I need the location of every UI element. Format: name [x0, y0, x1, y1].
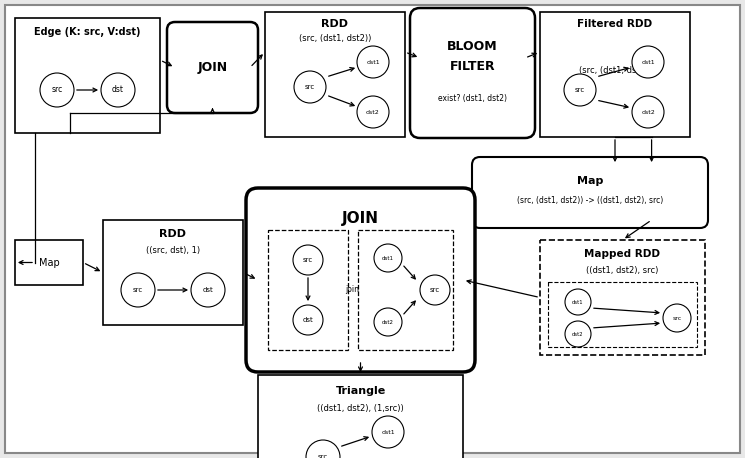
Circle shape	[293, 305, 323, 335]
Text: FILTER: FILTER	[450, 60, 495, 72]
FancyBboxPatch shape	[5, 5, 740, 453]
Circle shape	[565, 321, 591, 347]
FancyBboxPatch shape	[548, 282, 697, 347]
Text: Mapped RDD: Mapped RDD	[585, 249, 661, 259]
FancyBboxPatch shape	[258, 375, 463, 458]
FancyBboxPatch shape	[15, 18, 160, 133]
Circle shape	[121, 273, 155, 307]
Text: Map: Map	[577, 176, 603, 186]
Circle shape	[306, 440, 340, 458]
FancyBboxPatch shape	[167, 22, 258, 113]
Text: src: src	[318, 454, 328, 458]
Text: dst2: dst2	[641, 109, 655, 114]
Circle shape	[191, 273, 225, 307]
Circle shape	[374, 308, 402, 336]
Text: Filtered RDD: Filtered RDD	[577, 19, 653, 29]
Circle shape	[374, 244, 402, 272]
Circle shape	[294, 71, 326, 103]
Text: dst: dst	[203, 287, 213, 293]
Circle shape	[420, 275, 450, 305]
Text: dst1: dst1	[641, 60, 655, 65]
Text: dst1: dst1	[572, 300, 584, 305]
Text: src: src	[673, 316, 682, 321]
Text: dst2: dst2	[572, 332, 584, 337]
Text: src: src	[133, 287, 143, 293]
Circle shape	[663, 304, 691, 332]
FancyBboxPatch shape	[410, 8, 535, 138]
Text: src: src	[575, 87, 585, 93]
Text: RDD: RDD	[159, 229, 186, 239]
Text: (src, (dst1, dst2)): (src, (dst1, dst2))	[299, 33, 371, 43]
FancyBboxPatch shape	[15, 240, 83, 285]
Circle shape	[293, 245, 323, 275]
FancyBboxPatch shape	[472, 157, 708, 228]
Text: Map: Map	[39, 257, 60, 267]
Circle shape	[564, 74, 596, 106]
FancyBboxPatch shape	[268, 230, 348, 350]
Circle shape	[565, 289, 591, 315]
Text: (src, (dst1, dst2)): (src, (dst1, dst2))	[579, 65, 651, 75]
Text: dst1: dst1	[382, 256, 394, 261]
Text: ((dst1, dst2), src): ((dst1, dst2), src)	[586, 266, 659, 274]
Circle shape	[632, 96, 664, 128]
Text: dst2: dst2	[382, 320, 394, 325]
Text: RDD: RDD	[322, 19, 349, 29]
FancyBboxPatch shape	[246, 188, 475, 372]
Text: src: src	[305, 84, 315, 90]
Text: dst: dst	[112, 86, 124, 94]
Text: dst2: dst2	[366, 109, 380, 114]
Circle shape	[40, 73, 74, 107]
Text: src: src	[51, 86, 63, 94]
Circle shape	[101, 73, 135, 107]
FancyBboxPatch shape	[265, 12, 405, 137]
FancyBboxPatch shape	[540, 240, 705, 355]
Text: Triangle: Triangle	[335, 386, 386, 396]
Circle shape	[357, 46, 389, 78]
Circle shape	[372, 416, 404, 448]
Circle shape	[357, 96, 389, 128]
Text: JOIN: JOIN	[342, 211, 379, 225]
Text: JOIN: JOIN	[197, 61, 227, 74]
Text: dst1: dst1	[367, 60, 380, 65]
FancyBboxPatch shape	[540, 12, 690, 137]
Text: dst1: dst1	[381, 430, 395, 435]
Text: join: join	[346, 285, 360, 294]
Text: BLOOM: BLOOM	[447, 39, 498, 53]
Text: src: src	[430, 287, 440, 293]
FancyBboxPatch shape	[103, 220, 243, 325]
Text: ((dst1, dst2), (1,src)): ((dst1, dst2), (1,src))	[317, 404, 404, 414]
Text: dst: dst	[302, 317, 314, 323]
Circle shape	[632, 46, 664, 78]
Text: Edge (K: src, V:dst): Edge (K: src, V:dst)	[34, 27, 141, 37]
Text: ((src, dst), 1): ((src, dst), 1)	[146, 245, 200, 255]
Text: src: src	[303, 257, 313, 263]
FancyBboxPatch shape	[358, 230, 453, 350]
Text: exist? (dst1, dst2): exist? (dst1, dst2)	[438, 93, 507, 103]
Text: (src, (dst1, dst2)) -> ((dst1, dst2), src): (src, (dst1, dst2)) -> ((dst1, dst2), sr…	[517, 196, 663, 206]
